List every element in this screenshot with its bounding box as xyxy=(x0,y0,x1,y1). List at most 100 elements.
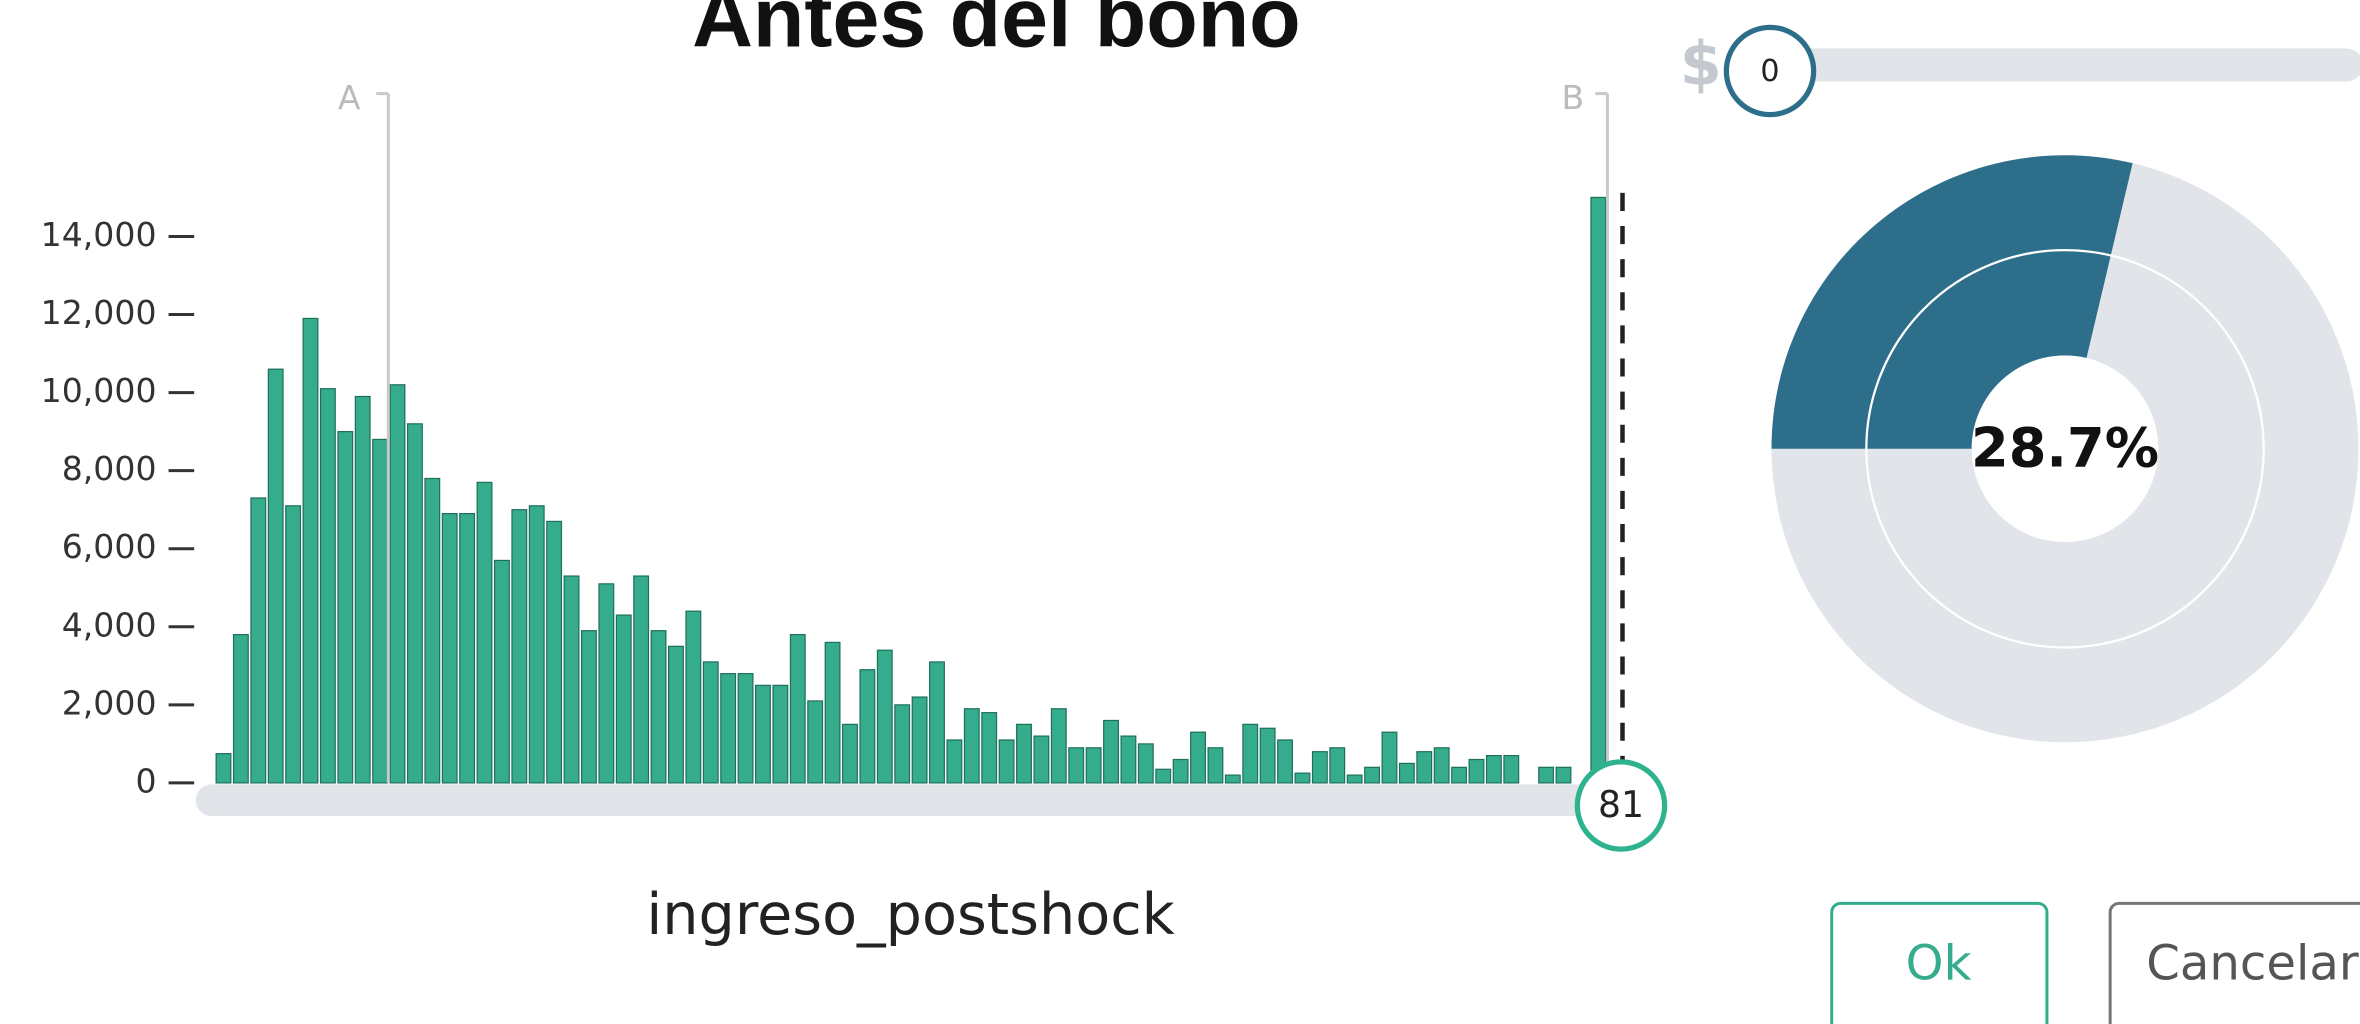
cancel-button[interactable] xyxy=(2108,901,2360,1024)
bar xyxy=(546,520,563,784)
bar xyxy=(1381,731,1398,784)
range-slider-handle[interactable] xyxy=(1574,759,1668,852)
y-tick-label: 6,000 xyxy=(62,527,157,566)
y-tick-label: 10,000 xyxy=(41,371,157,410)
bar xyxy=(1033,735,1050,784)
bar xyxy=(650,630,667,784)
donut-hole xyxy=(1971,355,2159,543)
bar xyxy=(372,438,389,784)
donut-segment xyxy=(1771,155,2133,449)
bar xyxy=(755,684,771,784)
bar xyxy=(232,633,249,784)
marker-label: A xyxy=(338,78,361,117)
bar xyxy=(615,614,632,784)
bar xyxy=(1050,708,1067,784)
bar xyxy=(285,505,302,784)
bar xyxy=(1329,747,1346,784)
bar xyxy=(737,673,754,784)
y-tick-label: 4,000 xyxy=(62,605,157,644)
bar xyxy=(267,368,284,784)
bar xyxy=(702,661,719,784)
marker-label: B xyxy=(1561,78,1584,117)
bar xyxy=(1155,768,1172,784)
budget-slider-track[interactable] xyxy=(1768,48,2360,82)
y-tick-label: 14,000 xyxy=(41,215,157,254)
bar xyxy=(528,505,545,784)
bar xyxy=(354,395,371,784)
bar xyxy=(250,497,267,784)
bar xyxy=(424,477,441,784)
bar xyxy=(946,739,963,784)
bar xyxy=(1538,766,1555,784)
y-tick-label: 8,000 xyxy=(62,449,157,488)
ok-button[interactable] xyxy=(1830,901,2049,1024)
bar xyxy=(337,431,354,784)
bar xyxy=(1259,727,1276,784)
bar xyxy=(1190,731,1206,784)
bar xyxy=(998,739,1015,784)
bar xyxy=(789,633,806,784)
chart-title: Antes del bono xyxy=(692,0,1301,65)
bar xyxy=(1294,772,1311,784)
bar xyxy=(1311,751,1328,784)
donut-label: 28.7% xyxy=(1971,416,2159,479)
bar xyxy=(1137,743,1154,784)
bar xyxy=(1068,747,1085,784)
ok-button-label: Ok xyxy=(1906,936,1972,992)
bar xyxy=(1346,774,1363,784)
bar xyxy=(319,388,336,784)
bar xyxy=(598,583,615,784)
bar xyxy=(1172,758,1189,784)
bar xyxy=(441,512,458,784)
bar xyxy=(580,630,597,784)
bar xyxy=(1451,766,1468,784)
range-slider-value: 81 xyxy=(1598,783,1644,826)
bar xyxy=(493,559,510,784)
bar xyxy=(1085,747,1102,784)
bar xyxy=(685,610,702,784)
budget-slider-handle[interactable] xyxy=(1723,24,1817,118)
bar xyxy=(929,661,945,784)
bar xyxy=(476,481,493,784)
currency-symbol: $ xyxy=(1680,30,1722,100)
bar xyxy=(1207,747,1224,784)
bar xyxy=(1016,723,1032,784)
bar xyxy=(824,641,841,784)
bar xyxy=(1277,739,1293,784)
bar xyxy=(807,700,824,784)
bar xyxy=(1590,196,1607,784)
bar xyxy=(1555,766,1572,784)
y-tick-label: 12,000 xyxy=(41,293,157,332)
bar xyxy=(1503,754,1520,784)
bar xyxy=(215,753,232,784)
bar xyxy=(302,317,319,784)
bar xyxy=(1364,766,1381,784)
cancel-button-label: Cancelar xyxy=(2146,936,2359,992)
y-tick-label: 2,000 xyxy=(62,683,157,722)
bar xyxy=(406,423,423,784)
bar xyxy=(911,696,928,784)
bar xyxy=(772,684,789,784)
bar xyxy=(668,645,684,784)
bar xyxy=(981,712,998,784)
bar xyxy=(842,723,858,784)
bar xyxy=(1398,762,1415,784)
y-tick-label: 0 xyxy=(135,761,156,800)
bar xyxy=(1242,723,1259,784)
range-slider-track[interactable] xyxy=(195,784,1618,817)
bar xyxy=(720,673,737,784)
bar xyxy=(876,649,893,784)
bar xyxy=(894,704,911,784)
bar xyxy=(1433,747,1450,784)
bar xyxy=(1416,751,1433,784)
bar xyxy=(1485,754,1502,784)
bar xyxy=(1224,774,1241,784)
bar xyxy=(511,509,528,784)
bar xyxy=(963,708,980,784)
x-axis-label: ingreso_postshock xyxy=(646,882,1174,948)
bar xyxy=(1103,719,1119,784)
donut-inner-ring xyxy=(1865,248,2265,649)
bar xyxy=(1468,758,1485,784)
